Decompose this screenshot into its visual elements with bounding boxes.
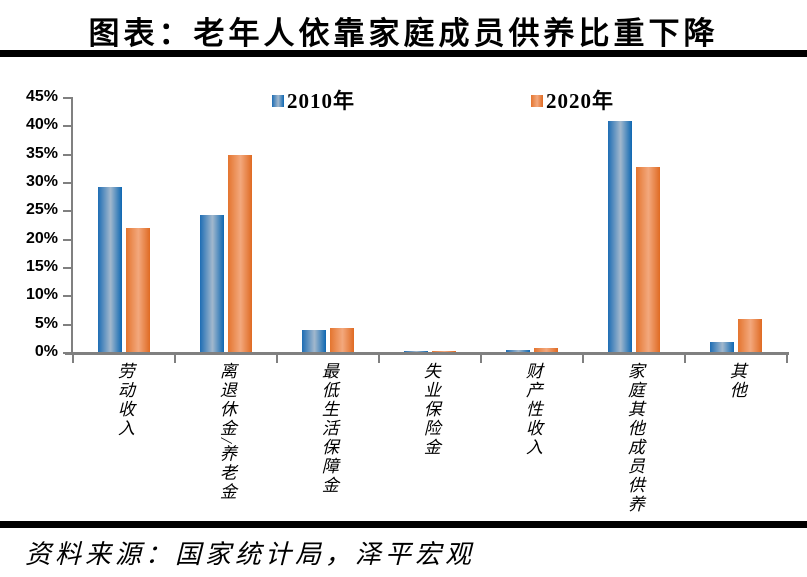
legend-swatch-2010-icon — [272, 95, 284, 107]
legend-label-2010: 2010年 — [287, 89, 355, 113]
x-axis-tick — [786, 354, 788, 363]
y-axis-tick — [63, 210, 71, 212]
bar-2020年-最低生活保障金 — [330, 328, 354, 352]
y-axis-tick — [63, 154, 71, 156]
x-axis-category-label: 财产性收入 — [522, 362, 542, 457]
y-axis-tick — [63, 239, 71, 241]
bar-2010年-家庭其他成员供养 — [608, 121, 632, 352]
x-axis-tick — [480, 354, 482, 363]
y-axis-tick — [63, 267, 71, 269]
y-axis-tick-label: 20% — [25, 230, 58, 247]
y-axis-tick-label: 35% — [25, 145, 58, 162]
x-axis-line — [65, 352, 789, 355]
bar-2010年-离退休金/养老金 — [200, 215, 224, 352]
y-axis-tick-label: 25% — [25, 201, 58, 218]
x-axis-category-label: 失业保险金 — [420, 362, 440, 457]
bar-2010年-最低生活保障金 — [302, 329, 326, 352]
bar-2020年-家庭其他成员供养 — [636, 166, 660, 352]
y-axis-tick-label: 30% — [25, 173, 58, 190]
source-divider — [0, 521, 807, 528]
x-axis-tick — [72, 354, 74, 363]
legend-label-2020: 2020年 — [546, 89, 614, 113]
legend-item-2020: 2020年 — [531, 88, 614, 113]
x-axis-category-label: 离退休金/养老金 — [216, 362, 236, 502]
legend-swatch-2020-icon — [531, 95, 543, 107]
figure-title: 图表：老年人依靠家庭成员供养比重下降 — [88, 16, 719, 51]
y-axis-tick-label: 15% — [25, 258, 58, 275]
plot-area: 45% 40% 35% 30% 25% 20% 15% 10% 5% 0% 劳动收入 离退休金/养老金… — [25, 88, 789, 514]
y-axis-tick-label: 45% — [25, 88, 58, 105]
x-axis-tick — [174, 354, 176, 363]
title-divider — [0, 50, 807, 57]
y-axis-tick — [63, 324, 71, 326]
x-axis-category-label: 其他 — [726, 362, 746, 400]
y-axis-tick-label: 40% — [25, 116, 58, 133]
bar-2010年-其他 — [710, 341, 734, 352]
y-axis-tick-label: 5% — [34, 315, 58, 332]
y-axis-tick — [63, 352, 71, 354]
x-axis-category-label: 家庭其他成员供养 — [624, 362, 644, 514]
x-axis-tick — [276, 354, 278, 363]
y-axis-tick — [63, 125, 71, 127]
y-axis-tick-label: 10% — [25, 286, 58, 303]
x-axis-tick — [378, 354, 380, 363]
bar-2020年-财产性收入 — [534, 348, 558, 352]
bar-2020年-失业保险金 — [432, 351, 456, 352]
bar-2020年-其他 — [738, 319, 762, 352]
bar-2020年-劳动收入 — [126, 227, 150, 352]
x-axis-tick — [684, 354, 686, 363]
bar-2010年-失业保险金 — [404, 351, 428, 352]
legend-item-2010: 2010年 — [272, 88, 355, 113]
x-axis-category-label: 最低生活保障金 — [318, 362, 338, 495]
x-axis-category-label: 劳动收入 — [114, 362, 134, 438]
source-note: 资料来源：国家统计局，泽平宏观 — [25, 540, 476, 569]
y-axis-tick — [63, 97, 71, 99]
x-axis-tick — [582, 354, 584, 363]
bar-2020年-离退休金/养老金 — [228, 155, 252, 352]
y-axis-tick — [63, 295, 71, 297]
y-axis-line — [71, 97, 73, 354]
y-axis-tick — [63, 182, 71, 184]
bar-2010年-劳动收入 — [98, 187, 122, 352]
bar-2010年-财产性收入 — [506, 349, 530, 352]
y-axis-tick-label: 0% — [34, 343, 58, 360]
